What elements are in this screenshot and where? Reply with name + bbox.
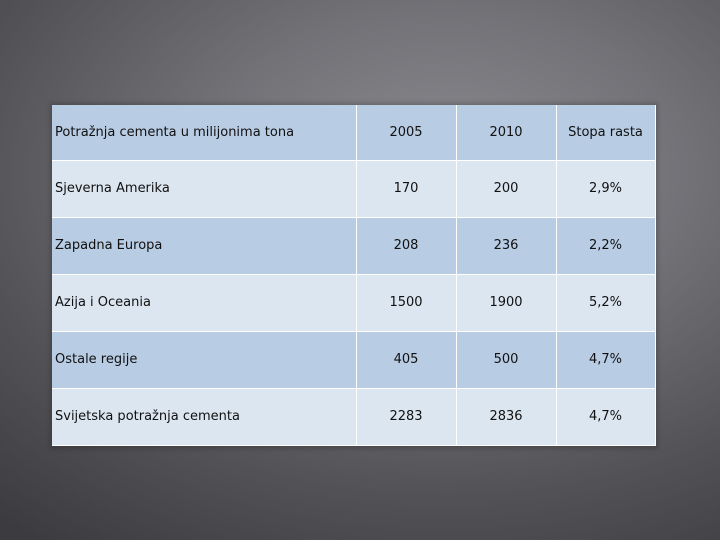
region-cell: Sjeverna Amerika [52,160,357,218]
region-cell: Svijetska potražnja cementa [52,388,357,447]
value-2005-cell: 405 [356,331,457,389]
value-2005-cell: 2283 [356,388,457,447]
table-header-row: Potražnja cementa u milijonima tona 2005… [52,105,656,161]
table-row: Sjeverna Amerika 170 200 2,9% [52,160,656,218]
header-label-cell: Potražnja cementa u milijonima tona [52,105,357,161]
cement-demand-table: Potražnja cementa u milijonima tona 2005… [52,105,656,447]
region-cell: Ostale regije [52,331,357,389]
value-2005-cell: 1500 [356,274,457,332]
table-row: Ostale regije 405 500 4,7% [52,331,656,389]
growth-cell: 2,9% [556,160,656,218]
growth-cell: 2,2% [556,217,656,275]
growth-cell: 5,2% [556,274,656,332]
growth-cell: 4,7% [556,331,656,389]
region-cell: Zapadna Europa [52,217,357,275]
header-2005-cell: 2005 [356,105,457,161]
region-cell: Azija i Oceania [52,274,357,332]
value-2005-cell: 208 [356,217,457,275]
value-2010-cell: 1900 [456,274,557,332]
header-growth-cell: Stopa rasta [556,105,656,161]
table-row: Svijetska potražnja cementa 2283 2836 4,… [52,388,656,447]
value-2010-cell: 2836 [456,388,557,447]
header-2010-cell: 2010 [456,105,557,161]
value-2010-cell: 200 [456,160,557,218]
growth-cell: 4,7% [556,388,656,447]
value-2010-cell: 236 [456,217,557,275]
value-2005-cell: 170 [356,160,457,218]
table-row: Azija i Oceania 1500 1900 5,2% [52,274,656,332]
value-2010-cell: 500 [456,331,557,389]
table-row: Zapadna Europa 208 236 2,2% [52,217,656,275]
